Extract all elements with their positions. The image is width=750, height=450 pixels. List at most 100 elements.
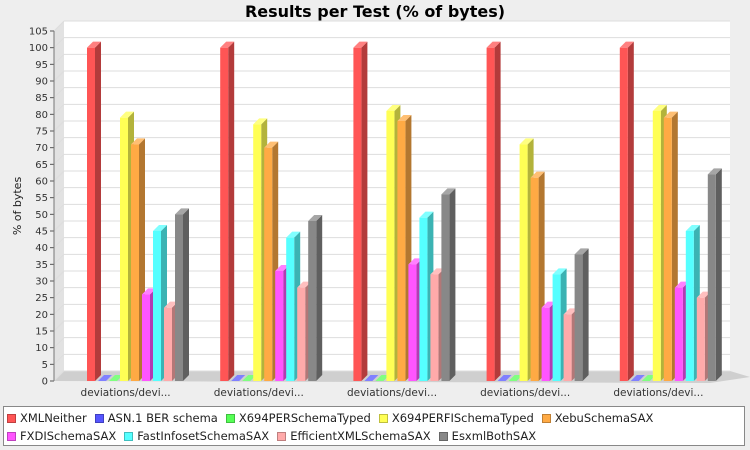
gridline-side	[53, 237, 65, 249]
legend-item: EsxmlBothSAX	[438, 427, 537, 445]
legend-swatch	[7, 431, 16, 441]
legend-item: ASN.1 BER schema	[94, 409, 218, 427]
bar-side	[449, 188, 456, 381]
gridline-side	[53, 320, 65, 332]
y-tick-label: 90	[35, 77, 48, 88]
legend-swatch	[7, 413, 16, 423]
gridline-side	[53, 203, 65, 215]
bar-front	[297, 287, 306, 381]
legend-item: FXDISchemaSAX	[7, 427, 116, 445]
bar-front	[552, 274, 561, 381]
legend-swatch	[541, 413, 551, 423]
bar-top	[674, 281, 689, 288]
legend-label: EsxmlBothSAX	[451, 429, 537, 443]
bar-top	[707, 168, 722, 175]
bar-front	[707, 174, 716, 381]
legend-swatch	[94, 413, 104, 423]
y-tick-label: 20	[35, 310, 48, 321]
bar-ASN.1 BER schema	[364, 375, 379, 381]
x-tick-label: deviations/devi...	[214, 387, 304, 399]
bar-top	[486, 41, 501, 48]
bar-top	[231, 375, 246, 381]
bar-front	[574, 254, 583, 381]
bar-side	[95, 41, 101, 382]
legend-item: FastInfosetSchemaSAX	[124, 427, 269, 445]
bar-top	[641, 375, 656, 381]
bar-EsxmlBothSAX	[175, 208, 189, 381]
legend-swatch	[378, 413, 388, 423]
y-tick-label: 25	[35, 293, 48, 304]
legend-label: FXDISchemaSAX	[20, 429, 117, 443]
bar-top	[441, 188, 456, 195]
y-tick-label: 70	[35, 143, 48, 154]
bar-top	[419, 211, 434, 218]
y-tick-label: 95	[35, 60, 48, 71]
bar-side	[361, 41, 368, 382]
bar-side	[183, 208, 189, 381]
gridline-side	[53, 353, 65, 365]
bar-front	[541, 307, 550, 381]
legend-swatch	[124, 431, 134, 441]
y-tick-label: 35	[35, 260, 48, 271]
bar-top	[696, 291, 711, 298]
bar-top	[530, 171, 545, 178]
bar-front	[120, 117, 128, 382]
legend-label: ASN.1 BER schema	[107, 411, 218, 425]
bar-top	[519, 138, 534, 145]
legend-label: X694PERFISchemaTyped	[391, 411, 534, 425]
bar-side	[582, 248, 589, 381]
y-tick-label: 100	[29, 43, 48, 54]
legend-label: X694PERSchemaTyped	[238, 411, 371, 425]
gridline-side	[53, 53, 65, 65]
bar-front	[563, 314, 572, 381]
bar-X694PERSchemaTyped	[109, 375, 123, 381]
bar-front	[530, 177, 539, 381]
gridline-side	[53, 103, 65, 115]
x-tick-label: deviations/devi...	[480, 387, 570, 399]
bar-top	[353, 41, 368, 48]
bar-XMLNeither	[353, 41, 368, 382]
legend-item: XebuSchemaSAX	[541, 409, 653, 427]
bar-XMLNeither	[619, 41, 634, 382]
y-tick-label: 75	[35, 127, 48, 138]
bar-top	[153, 225, 167, 231]
bar-front	[164, 307, 172, 381]
bar-top	[386, 105, 401, 111]
bar-front	[652, 111, 661, 381]
gridline-side	[53, 270, 65, 282]
gridline-side	[53, 187, 65, 199]
gridline-side	[53, 20, 65, 32]
gridline-side	[53, 337, 65, 349]
y-tick-label: 60	[35, 177, 48, 188]
gridline-side	[53, 303, 65, 315]
bar-front	[353, 47, 362, 382]
bar-front	[153, 231, 161, 381]
bar-top	[308, 215, 323, 221]
bar-top	[364, 375, 379, 381]
plot-area: 0 5 10 15 20 25 30 35 40 45 50 55 60 65 70 75 80 85 90 95 10…	[11, 20, 750, 399]
bar-top	[253, 118, 268, 125]
gridline-side	[53, 370, 65, 382]
bar-ASN.1 BER schema	[497, 375, 512, 381]
bar-top	[220, 41, 235, 48]
bar-front	[131, 144, 139, 381]
bar-top	[541, 301, 556, 308]
bar-front	[619, 47, 628, 382]
bar-top	[552, 268, 567, 275]
y-tick-label: 85	[35, 93, 48, 104]
gridline-side	[53, 287, 65, 299]
bar-XMLNeither	[87, 41, 101, 382]
legend-swatch	[277, 431, 287, 441]
bar-front	[519, 144, 528, 381]
bar-front	[685, 231, 694, 381]
chart-title: Results per Test (% of bytes)	[244, 2, 506, 21]
bar-front	[220, 47, 229, 382]
bar-front	[175, 214, 183, 381]
bar-top	[164, 301, 178, 308]
bar-front	[663, 117, 672, 382]
legend-swatch	[438, 431, 448, 441]
bar-front	[441, 194, 450, 381]
bar-front	[286, 237, 295, 381]
bar-top	[109, 375, 123, 381]
legend-swatch	[225, 413, 235, 423]
